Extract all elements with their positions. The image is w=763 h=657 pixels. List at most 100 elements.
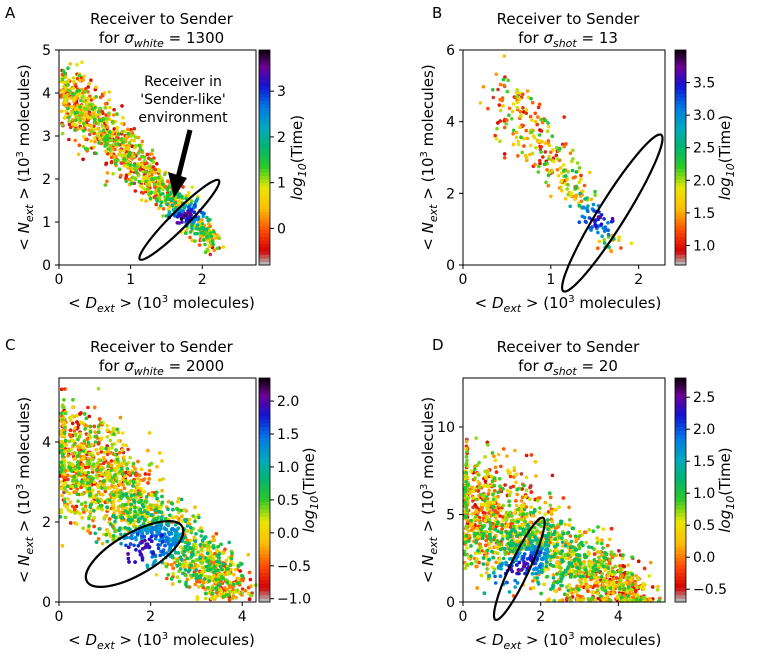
scatter-point: [87, 82, 91, 86]
scatter-point: [92, 131, 96, 136]
scatter-point: [186, 543, 190, 548]
scatter-point: [502, 156, 507, 160]
scatter-point: [86, 90, 90, 94]
scatter-point: [133, 514, 137, 519]
scatter-point: [134, 135, 138, 139]
colorbar-band: [259, 542, 270, 547]
scatter-point: [115, 125, 119, 130]
colorbar-band: [259, 250, 270, 255]
scatter-point: [605, 543, 610, 548]
scatter-point: [83, 107, 87, 111]
scatter-point: [161, 214, 165, 218]
colorbar-band: [259, 110, 270, 116]
scatter-point: [136, 135, 141, 140]
scatter-point: [227, 540, 231, 545]
colorbar-label: log10(Time): [300, 447, 321, 532]
colorbar-band: [259, 239, 270, 245]
scatter-point: [603, 225, 608, 229]
scatter-point: [163, 516, 168, 521]
scatter-point: [87, 128, 91, 132]
scatter-point: [74, 478, 79, 483]
scatter-point: [140, 539, 144, 544]
scatter-point: [67, 122, 72, 127]
scatter-point: [116, 142, 120, 146]
colorbar-band: [675, 121, 686, 126]
scatter-point: [555, 168, 560, 172]
scatter-point: [201, 227, 206, 231]
scatter-point: [508, 474, 513, 479]
scatter-point: [175, 507, 180, 511]
scatter-point: [537, 164, 541, 169]
scatter-point: [89, 130, 94, 134]
scatter-point: [140, 535, 145, 539]
scatter-point: [70, 421, 75, 426]
scatter-point: [543, 141, 547, 145]
scatter-point: [498, 82, 503, 87]
scatter-point: [77, 73, 82, 78]
colorbar-band: [259, 121, 270, 126]
scatter-point: [125, 467, 130, 471]
scatter-point: [60, 493, 64, 498]
scatter-point: [94, 468, 99, 472]
scatter-point: [491, 95, 496, 100]
scatter-point: [62, 398, 66, 402]
scatter-point: [235, 588, 240, 592]
scatter-point: [133, 505, 137, 510]
scatter-point: [175, 221, 180, 225]
scatter-point: [198, 556, 202, 560]
scatter-point: [203, 250, 208, 254]
scatter-point: [550, 169, 554, 173]
colorbar-band: [259, 456, 270, 461]
scatter-point: [63, 438, 68, 443]
scatter-point: [146, 481, 150, 485]
scatter-point: [499, 464, 503, 469]
scatter-point: [179, 217, 184, 221]
scatter-point: [239, 562, 244, 566]
scatter-point: [120, 121, 124, 126]
scatter-point: [89, 509, 93, 514]
scatter-point: [96, 451, 100, 456]
scatter-point: [190, 199, 194, 203]
colorbar-band: [675, 207, 686, 212]
scatter-point: [543, 118, 548, 123]
scatter-point: [140, 546, 145, 551]
scatter-point: [568, 204, 572, 209]
scatter-point: [204, 227, 209, 232]
y-tick-label: 5: [42, 43, 51, 59]
scatter-point: [81, 507, 85, 512]
scatter-point: [92, 424, 97, 429]
colorbar-band: [675, 89, 686, 94]
scatter-point: [138, 552, 143, 557]
scatter-point: [529, 490, 534, 494]
scatter-point: [92, 145, 96, 149]
scatter-point: [79, 411, 83, 415]
scatter-point: [129, 488, 134, 493]
colorbar-band: [675, 218, 686, 223]
scatter-point: [165, 536, 169, 541]
scatter-point: [135, 485, 140, 490]
scatter-point: [68, 428, 73, 433]
scatter-point: [76, 152, 81, 157]
colorbar-band: [675, 236, 686, 241]
scatter-point: [68, 125, 73, 130]
scatter-point: [133, 177, 138, 182]
scatter-point: [117, 470, 122, 474]
colorbar-band: [259, 463, 270, 469]
scatter-point: [159, 523, 163, 528]
scatter-point: [519, 472, 524, 476]
scatter-point: [544, 180, 548, 185]
scatter-point: [207, 579, 211, 583]
scatter-point: [178, 214, 183, 218]
colorbar-band: [259, 60, 270, 65]
scatter-point: [148, 180, 152, 184]
scatter-point: [606, 232, 611, 237]
colorbar-tick-label: 1: [277, 176, 286, 192]
scatter-point: [208, 562, 212, 567]
x-axis-label: < Dext > (103 molecules): [68, 294, 255, 315]
scatter-point: [228, 589, 232, 594]
scatter-point: [153, 508, 157, 513]
scatter-point: [60, 77, 65, 82]
scatter-point: [71, 398, 75, 402]
scatter-point: [498, 97, 502, 102]
scatter-point: [131, 484, 135, 488]
